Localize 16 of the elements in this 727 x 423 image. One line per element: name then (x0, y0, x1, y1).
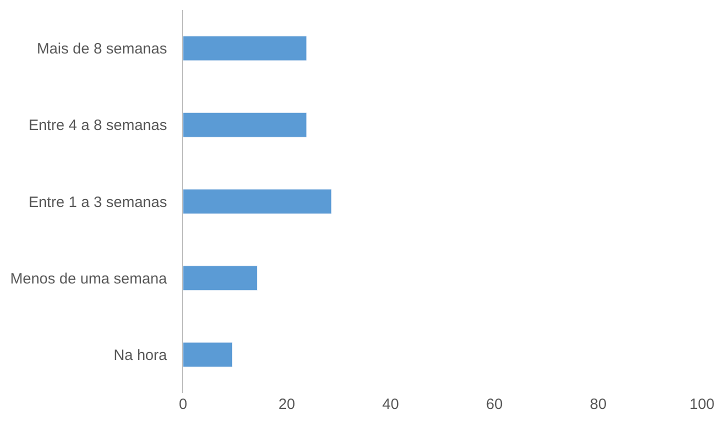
bar (183, 112, 307, 138)
x-tick-label: 80 (590, 396, 607, 413)
x-tick-label: 0 (178, 396, 188, 413)
x-tick-label: 40 (382, 396, 399, 413)
bar (183, 342, 233, 368)
y-tick-label: Entre 1 a 3 semanas (28, 194, 167, 211)
y-tick-label: Mais de 8 semanas (36, 40, 167, 58)
bar (183, 36, 307, 61)
x-tick-label: 20 (278, 396, 296, 413)
x-tick-label: 60 (486, 396, 503, 413)
y-tick-label: Na hora (114, 346, 168, 364)
y-tick-label: Menos de uma semana (10, 270, 168, 288)
bar (183, 266, 258, 291)
bar (183, 188, 332, 214)
x-tick-label: 100 (689, 396, 715, 413)
y-tick-label: Entre 4 a 8 semanas (28, 117, 167, 134)
